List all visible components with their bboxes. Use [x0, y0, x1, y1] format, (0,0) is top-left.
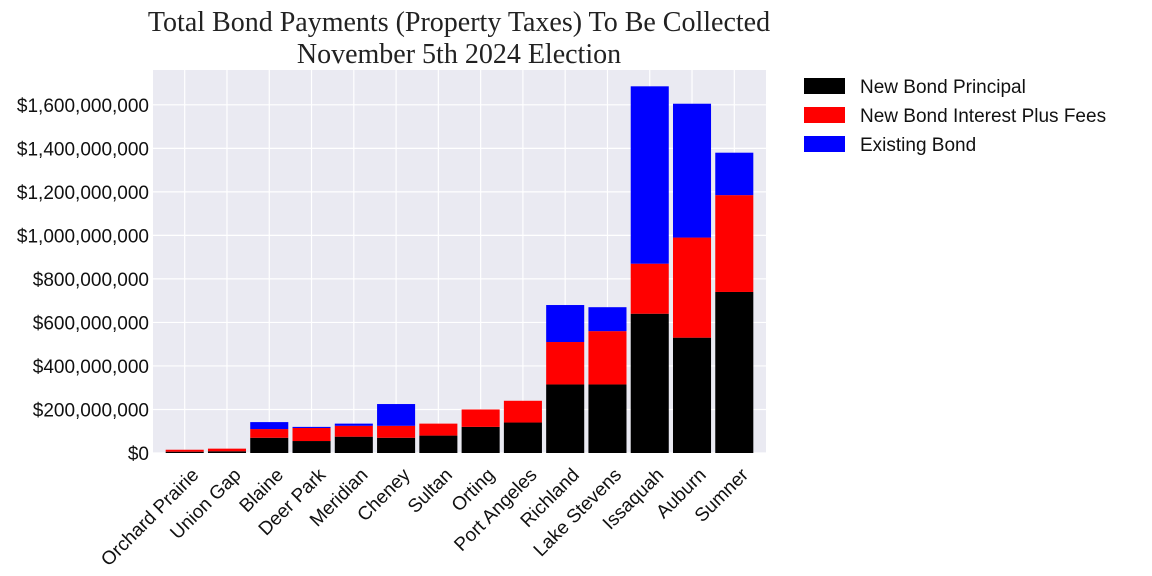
legend-swatch	[804, 136, 845, 152]
legend-label: New Bond Interest Plus Fees	[860, 106, 1106, 127]
bar-segment-cheney-series-1	[377, 425, 416, 438]
bar-segment-blaine-series-0	[250, 437, 289, 453]
legend-item: New Bond Principal	[804, 77, 1026, 98]
bar-segment-orting-series-0	[461, 426, 500, 453]
legend-item: New Bond Interest Plus Fees	[804, 106, 1106, 127]
plot-area: $0 $200,000,000 $400,000,000 $600,000,000 $8…	[17, 70, 766, 571]
bar-segment-richland-series-0	[546, 384, 585, 453]
y-tick-label: $600,000,000	[33, 313, 149, 334]
bar-segment-orchard-prairie-series-0	[165, 451, 204, 453]
bar-segment-port-angeles-series-1	[503, 400, 542, 423]
bar-segment-richland-series-2	[546, 305, 585, 343]
bar-segment-orchard-prairie-series-1	[165, 449, 204, 452]
bar-segment-sultan-series-1	[419, 423, 458, 436]
bar-segment-deer-park-series-0	[292, 441, 331, 453]
x-tick-label: Sultan	[404, 465, 457, 518]
bar-segment-sumner-series-1	[715, 195, 754, 292]
bar-segment-meridian-series-2	[334, 423, 373, 426]
bar-segment-sultan-series-0	[419, 435, 458, 453]
bar-segment-richland-series-1	[546, 342, 585, 385]
bar-segment-auburn-series-2	[672, 103, 712, 238]
bar-segment-deer-park-series-1	[292, 427, 331, 442]
legend-swatch	[804, 78, 845, 94]
legend: New Bond Principal New Bond Interest Plus…	[804, 77, 1106, 156]
bar-segment-lake-stevens-series-0	[588, 384, 627, 453]
y-tick-label: $1,600,000,000	[17, 96, 149, 117]
bars	[165, 86, 754, 453]
bar-segment-meridian-series-1	[334, 425, 373, 437]
legend-label: Existing Bond	[860, 135, 976, 156]
bar-segment-meridian-series-0	[334, 436, 373, 453]
legend-item: Existing Bond	[804, 135, 976, 156]
bar-segment-cheney-series-2	[377, 404, 416, 426]
legend-swatch	[804, 107, 845, 123]
bar-segment-orting-series-1	[461, 409, 500, 427]
chart-title-line-1: Total Bond Payments (Property Taxes) To …	[148, 7, 770, 38]
bar-segment-lake-stevens-series-2	[588, 307, 627, 332]
bar-segment-union-gap-series-0	[207, 451, 247, 453]
y-tick-label: $1,200,000,000	[17, 183, 149, 204]
bar-segment-cheney-series-0	[377, 437, 416, 453]
y-tick-label: $1,000,000,000	[17, 226, 149, 247]
chart-title-line-2: November 5th 2024 Election	[297, 39, 621, 70]
bar-segment-lake-stevens-series-1	[588, 331, 627, 385]
bar-segment-auburn-series-0	[672, 337, 712, 453]
bar-segment-issaquah-series-1	[630, 263, 669, 314]
bar-segment-sumner-series-2	[715, 152, 754, 196]
y-tick-label: $200,000,000	[33, 400, 149, 421]
bar-segment-issaquah-series-0	[630, 313, 669, 453]
bar-segment-blaine-series-1	[250, 429, 289, 438]
y-tick-labels: $0 $200,000,000 $400,000,000 $600,000,000 $8…	[17, 96, 149, 465]
y-tick-label: $400,000,000	[33, 357, 149, 378]
bar-segment-port-angeles-series-0	[503, 422, 542, 453]
y-tick-label: $1,400,000,000	[17, 139, 149, 160]
bar-segment-issaquah-series-2	[630, 86, 669, 264]
y-tick-label: $800,000,000	[33, 270, 149, 291]
y-tick-label: $0	[128, 444, 149, 465]
bar-segment-union-gap-series-1	[207, 448, 247, 452]
legend-label: New Bond Principal	[860, 77, 1026, 98]
bar-segment-sumner-series-0	[715, 291, 754, 453]
bar-segment-deer-park-series-2	[292, 426, 331, 428]
bar-segment-blaine-series-2	[250, 422, 289, 430]
bar-segment-auburn-series-1	[672, 237, 712, 338]
